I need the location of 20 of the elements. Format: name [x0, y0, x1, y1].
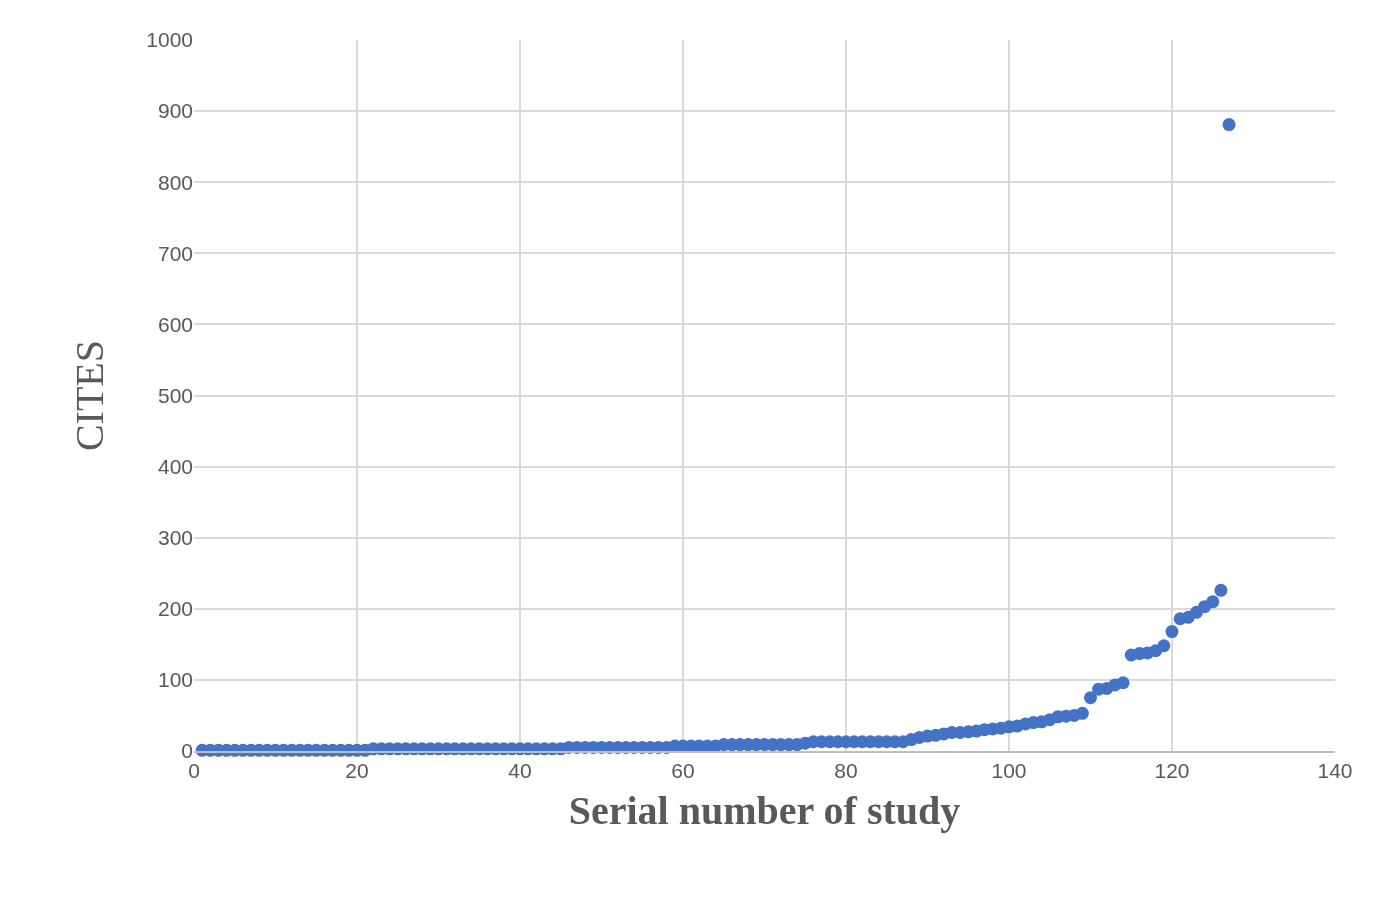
x-tick-label: 20: [345, 759, 369, 783]
y-tick-label: 300: [157, 526, 193, 550]
y-tick-label: 700: [157, 241, 193, 265]
x-tick-label: 40: [508, 759, 532, 783]
y-tick-label: 1000: [146, 28, 193, 52]
y-tick-label: 600: [157, 312, 193, 336]
x-tick-label: 120: [1154, 759, 1190, 783]
x-tick-label: 60: [671, 759, 695, 783]
x-tick-label: 80: [834, 759, 858, 783]
y-tick-label: 100: [157, 668, 193, 692]
y-tick-label: 0: [181, 739, 193, 763]
y-tick-label: 500: [157, 383, 193, 407]
y-axis-title: CITES: [66, 339, 112, 452]
x-tick-label: 100: [991, 759, 1027, 783]
y-tick-label: 900: [157, 99, 193, 123]
y-tick-label: 400: [157, 454, 193, 478]
x-tick-label: 140: [1317, 759, 1353, 783]
y-tick-label: 800: [157, 170, 193, 194]
x-axis-title: Serial number of study: [568, 788, 961, 834]
y-tick-label: 200: [157, 597, 193, 621]
